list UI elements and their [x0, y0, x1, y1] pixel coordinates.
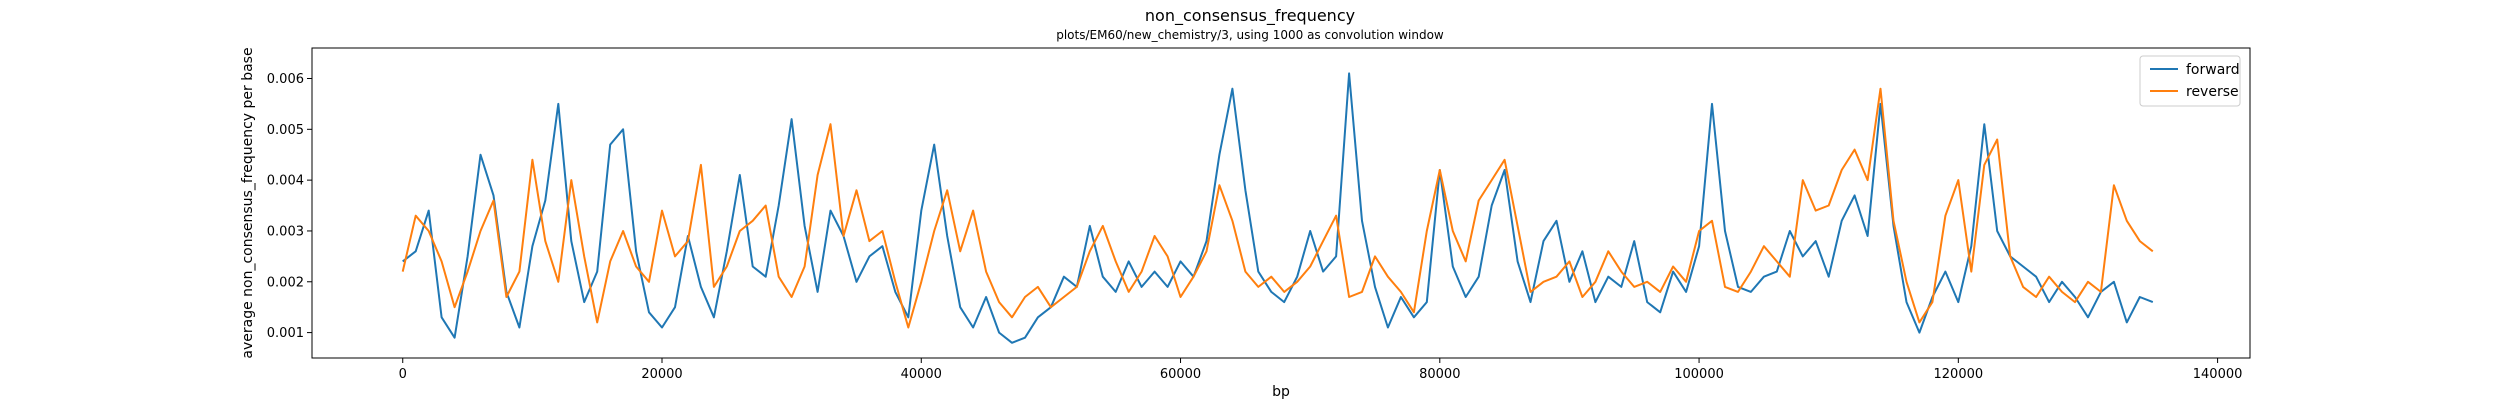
x-tick-label: 60000	[1160, 367, 1201, 382]
y-tick-label: 0.006	[267, 72, 304, 87]
x-tick-label: 20000	[641, 367, 682, 382]
y-tick-label: 0.001	[267, 326, 304, 341]
y-tick-label: 0.003	[267, 224, 304, 239]
x-axis-label: bp	[1272, 384, 1290, 400]
y-axis-label: average non_consensus_frequency per base	[240, 47, 256, 358]
chart-subtitle: plots/EM60/new_chemistry/3, using 1000 a…	[1056, 28, 1444, 42]
legend-label-reverse: reverse	[2186, 84, 2239, 100]
x-tick-label: 140000	[2193, 367, 2243, 382]
y-tick-label: 0.004	[267, 174, 304, 189]
series-line-forward	[402, 72, 2154, 344]
x-tick-label: 80000	[1419, 367, 1460, 382]
legend-label-forward: forward	[2186, 62, 2240, 78]
y-tick-label: 0.005	[267, 123, 304, 138]
y-tick-label: 0.002	[267, 275, 304, 290]
series-line-reverse	[401, 87, 2154, 329]
plot-area-frame	[311, 47, 2251, 359]
x-tick-label: 0	[399, 367, 407, 382]
chart-title: non_consensus_frequency	[1145, 6, 1355, 26]
legend: forward reverse	[2139, 55, 2241, 107]
x-tick-label: 100000	[1674, 367, 1724, 382]
x-tick-label: 40000	[901, 367, 942, 382]
x-tick-label: 120000	[1934, 367, 1984, 382]
